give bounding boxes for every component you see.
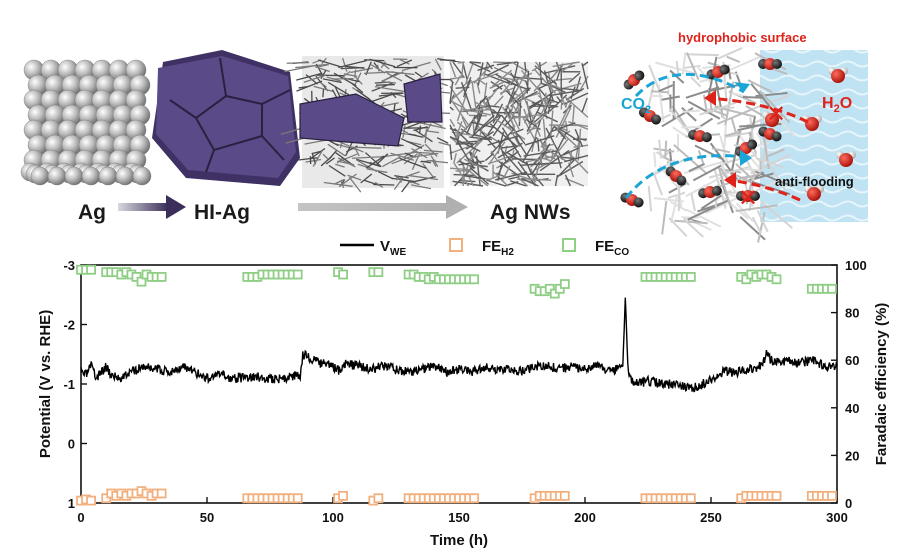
point-feco <box>771 274 782 285</box>
legend-label: VWE <box>380 238 406 258</box>
point-feh2 <box>373 493 384 504</box>
legend-item-feco: FECO <box>562 238 629 258</box>
point-feco <box>156 271 167 282</box>
x-tick-label: 0 <box>77 510 84 525</box>
y-left-tick-label: -3 <box>63 258 75 273</box>
x-tick-label: 100 <box>322 510 344 525</box>
x-axis-title: Time (h) <box>430 532 488 549</box>
y-right-tick-label: 60 <box>845 353 859 368</box>
point-feh2 <box>156 488 167 499</box>
series-vwe-line <box>80 297 838 393</box>
arrow-hiag-to-agnws <box>298 203 448 211</box>
point-feco <box>685 271 696 282</box>
x-tick-label: 300 <box>826 510 848 525</box>
point-feco <box>86 264 96 275</box>
block-mark-top: ✕ <box>766 101 786 128</box>
series-layer <box>76 264 838 506</box>
label-hi-ag: HI-Ag <box>194 201 250 224</box>
point-feh2 <box>469 493 480 504</box>
block-mark-bottom: ✕ <box>738 185 758 212</box>
stability-chart: VWE FEH2 FECO 0 50 100 150 200 250 30010-1-2-302… <box>37 238 890 549</box>
point-feco <box>338 269 348 280</box>
point-feco <box>136 276 147 287</box>
legend-item-vwe: VWE <box>340 238 406 258</box>
point-feh2 <box>338 490 348 501</box>
label-anti-flooding: anti-flooding <box>775 174 854 189</box>
co2-flow-arrow-bottom <box>624 154 751 199</box>
point-feco <box>559 279 570 289</box>
h2o-blocked-arrow-bottom <box>725 178 801 202</box>
label-co2: CO2 <box>621 96 651 116</box>
x-tick-label: 150 <box>448 510 470 525</box>
label-h2o: H2O <box>822 95 852 115</box>
point-feco <box>373 267 384 278</box>
point-feco <box>292 269 303 280</box>
point-feco <box>827 283 837 294</box>
hi-ag-crystal-illustration <box>152 50 300 186</box>
y-axis-right-title: Faradaic efficiency (%) <box>873 303 890 466</box>
point-feh2 <box>685 493 696 504</box>
schematic-panel: Ag HI-Ag Ag NWs ✕ ✕ hydrophobic surface … <box>20 30 868 243</box>
point-feh2 <box>827 490 837 501</box>
hydrophobic-interface-illustration: ✕ ✕ hydrophobic surface CO2 H2O anti-flo… <box>620 30 868 243</box>
point-feh2 <box>771 490 782 501</box>
point-feco <box>469 274 480 285</box>
legend-item-feh2: FEH2 <box>449 238 514 258</box>
x-tick-label: 200 <box>574 510 596 525</box>
h2o-blocked-arrow-top <box>705 96 809 124</box>
legend-marker-square <box>562 238 576 252</box>
point-feh2 <box>292 493 303 504</box>
y-right-tick-label: 80 <box>845 306 859 321</box>
x-tick-label: 50 <box>200 510 214 525</box>
label-ag-nws: Ag NWs <box>490 201 571 224</box>
ag-nanowire-network-illustration <box>449 61 589 187</box>
x-tick-label: 250 <box>700 510 722 525</box>
arrow-hiag-to-agnws-head <box>446 195 468 219</box>
co2-flow-arrow-top <box>634 73 745 98</box>
y-left-tick-label: 0 <box>68 437 75 452</box>
y-right-tick-label: 100 <box>845 258 867 273</box>
ag-nanowire-crystal-mix-illustration <box>280 56 467 193</box>
legend-label: FECO <box>595 238 629 258</box>
y-right-tick-label: 20 <box>845 448 859 463</box>
plot-frame <box>80 264 838 504</box>
y-right-tick-label: 0 <box>845 496 852 511</box>
arrow-ag-to-hiag-head <box>166 195 186 219</box>
y-axis-left-title: Potential (V vs. RHE) <box>37 310 54 458</box>
arrow-ag-to-hiag <box>118 203 168 211</box>
label-hydrophobic-surface: hydrophobic surface <box>678 30 807 45</box>
y-left-tick-label: 1 <box>68 496 75 511</box>
legend-label: FEH2 <box>482 238 514 258</box>
chart-legend: VWE FEH2 FECO <box>340 238 629 258</box>
legend-marker-square <box>449 238 463 252</box>
y-left-tick-label: -1 <box>63 377 75 392</box>
y-left-tick-label: -2 <box>63 318 75 333</box>
ag-particle-cube-illustration <box>20 59 152 186</box>
label-ag: Ag <box>78 201 106 224</box>
y-right-tick-label: 40 <box>845 401 859 416</box>
point-feh2 <box>86 495 96 506</box>
point-feh2 <box>559 490 570 501</box>
